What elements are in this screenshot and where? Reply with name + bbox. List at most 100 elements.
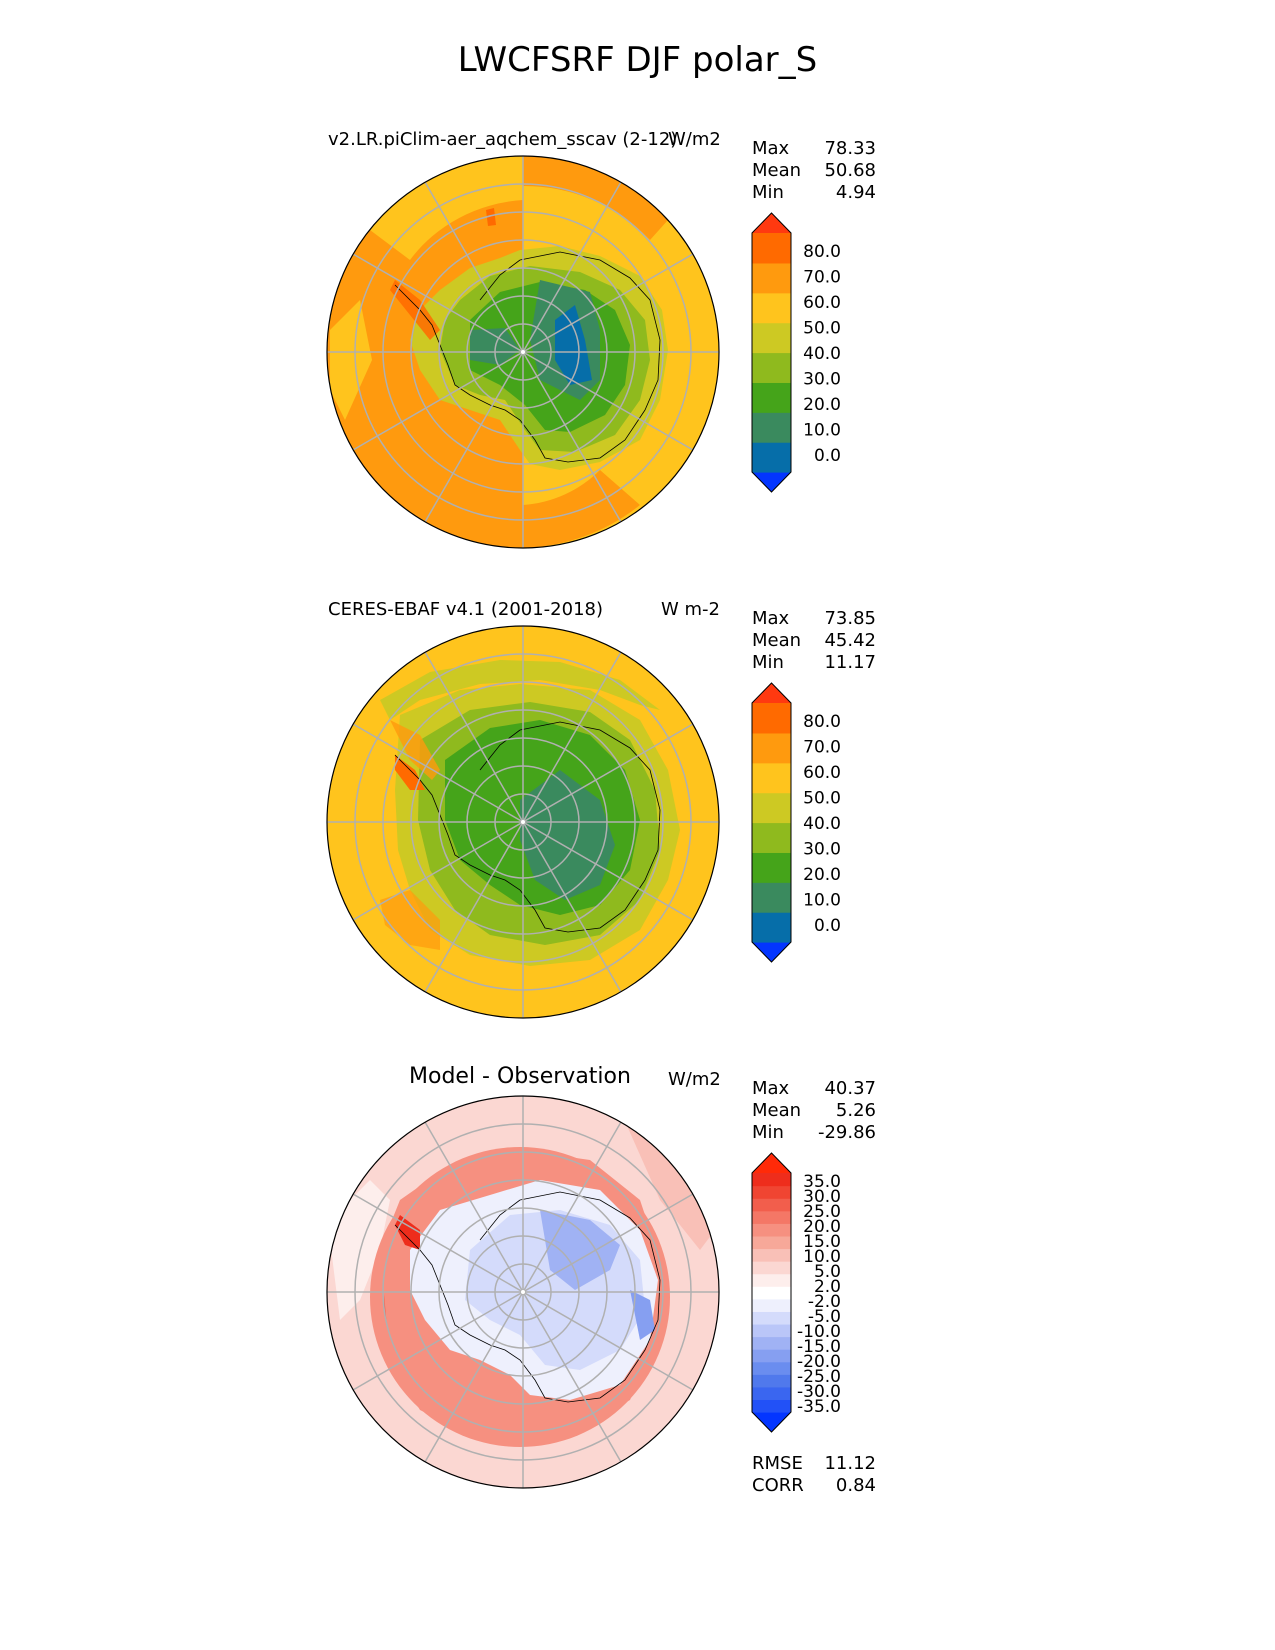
panel3-stats: Max 40.37 Mean 5.26 Min -29.86 — [752, 1078, 876, 1144]
stat-label: Mean — [752, 160, 802, 181]
panel3-title: Model - Observation — [409, 1064, 631, 1089]
colorbar-segment — [752, 762, 791, 794]
colorbar-tick-label: 70.0 — [803, 738, 841, 758]
stat-value: 4.94 — [835, 182, 876, 203]
panel3-extra-stats: RMSE 11.12 CORR 0.84 — [752, 1453, 876, 1497]
colorbar-tick-label: 80.0 — [803, 242, 841, 262]
colorbar-tick-label: -10.0 — [797, 1322, 841, 1342]
colorbar-segment — [752, 1323, 791, 1338]
colorbar-segment — [752, 792, 791, 824]
colorbar-segment — [752, 1261, 791, 1275]
colorbar-segment — [752, 352, 791, 383]
map2-sw-high — [380, 890, 440, 950]
colorbar-segment — [752, 233, 791, 264]
panel2-units: W m-2 — [661, 599, 721, 620]
stat-label: Min — [752, 652, 784, 673]
colorbar-segment — [752, 322, 791, 354]
colorbar-tick-label: 50.0 — [803, 789, 841, 809]
stat-value: 40.37 — [824, 1078, 876, 1099]
colorbar-segment — [752, 262, 791, 294]
panel1-stats: Max 78.33 Mean 50.68 Min 4.94 — [752, 138, 876, 204]
colorbar-segment — [752, 1173, 791, 1187]
map2-coastline — [394, 721, 661, 933]
map1-ice-min — [555, 305, 592, 385]
colorbar-tick-label: 20.0 — [803, 395, 841, 415]
stat-value: 50.68 — [824, 160, 876, 181]
colorbar-segment — [752, 1361, 791, 1375]
colorbar-segment — [752, 852, 791, 883]
stat-value: 11.12 — [824, 1453, 876, 1474]
stat-value: 5.26 — [835, 1100, 876, 1121]
stat-label: Max — [752, 608, 790, 629]
colorbar-outline — [751, 212, 792, 493]
colorbar-segment — [752, 382, 791, 413]
colorbar-segment — [752, 882, 791, 913]
map1-coastline — [394, 251, 661, 463]
colorbar-tick-label: 30.0 — [803, 370, 841, 390]
colorbar-tick-label: -30.0 — [797, 1382, 841, 1402]
map1-spot — [486, 208, 496, 226]
colorbar-segment — [752, 1210, 791, 1224]
map3-ne-band — [620, 1110, 715, 1250]
map3-negative-coast — [630, 1290, 655, 1340]
stat-value: 45.42 — [824, 630, 876, 651]
colorbar-tick-label: 10.0 — [803, 891, 841, 911]
colorbar-segment — [752, 1349, 791, 1363]
colorbar-outline — [751, 1152, 792, 1433]
colorbar-tick-label: 30.0 — [803, 1187, 841, 1207]
map3-coastline — [394, 1191, 661, 1403]
map2-pole — [521, 820, 525, 824]
stat-label: Min — [752, 1122, 784, 1143]
colorbar-tick-label: -20.0 — [797, 1352, 841, 1372]
colorbar-segment — [752, 442, 791, 473]
colorbar-segment — [752, 1235, 791, 1250]
colorbar-tick-label: 25.0 — [803, 1202, 841, 1222]
colorbar-tick-label: 0.0 — [814, 916, 841, 936]
colorbar-tick-label: 20.0 — [803, 1217, 841, 1237]
colorbar-segment — [752, 1336, 791, 1350]
colorbar-segment — [752, 1399, 791, 1413]
panel2-map — [326, 625, 720, 1019]
colorbar-segment — [752, 1223, 791, 1237]
colorbar-tick-label: -25.0 — [797, 1367, 841, 1387]
colorbar-tick-label: 40.0 — [803, 814, 841, 834]
figure-title: LWCFSRF DJF polar_S — [457, 40, 818, 80]
colorbar-outline — [751, 682, 792, 963]
colorbar-tick-label: -5.0 — [808, 1307, 841, 1327]
map2-nw-band — [380, 660, 660, 720]
stat-label: CORR — [752, 1475, 804, 1496]
stat-value: 78.33 — [824, 138, 876, 159]
colorbar-segment — [752, 1298, 791, 1312]
colorbar-segment — [752, 1198, 791, 1212]
colorbar-segment — [752, 1311, 791, 1325]
colorbar-tick-label: 20.0 — [803, 865, 841, 885]
stat-label: RMSE — [752, 1453, 803, 1474]
map2-peninsula-max — [395, 755, 425, 790]
map3-border — [326, 1095, 720, 1489]
map3-pole — [521, 1290, 525, 1294]
colorbar-segment — [752, 1185, 791, 1199]
map1-border — [326, 155, 720, 549]
colorbar-segment — [752, 213, 791, 233]
colorbar-segment — [752, 472, 791, 492]
colorbar-tick-label: -35.0 — [797, 1397, 841, 1417]
stat-value: 0.84 — [835, 1475, 876, 1496]
colorbar-segment — [752, 1386, 791, 1401]
colorbar-segment — [752, 1248, 791, 1262]
colorbar-segment — [752, 292, 791, 324]
map2-border — [326, 625, 720, 1019]
panel1-units: W/m2 — [668, 129, 721, 150]
map1-nw-band — [370, 156, 523, 260]
colorbar-tick-label: 15.0 — [803, 1232, 841, 1252]
map1-ne-band — [523, 156, 668, 240]
colorbar-segment — [752, 1374, 791, 1388]
colorbar-segment — [752, 1286, 791, 1300]
panel3-colorbar: 35.030.025.020.015.010.05.02.0-2.0-5.0-1… — [751, 1152, 841, 1433]
colorbar-segment — [752, 732, 791, 764]
panel1-left-title: v2.LR.piClim-aer_aqchem_sscav (2-12) — [328, 129, 678, 150]
colorbar-segment — [752, 942, 791, 962]
colorbar-tick-label: 70.0 — [803, 268, 841, 288]
colorbar-tick-label: 40.0 — [803, 344, 841, 364]
stat-label: Max — [752, 138, 790, 159]
